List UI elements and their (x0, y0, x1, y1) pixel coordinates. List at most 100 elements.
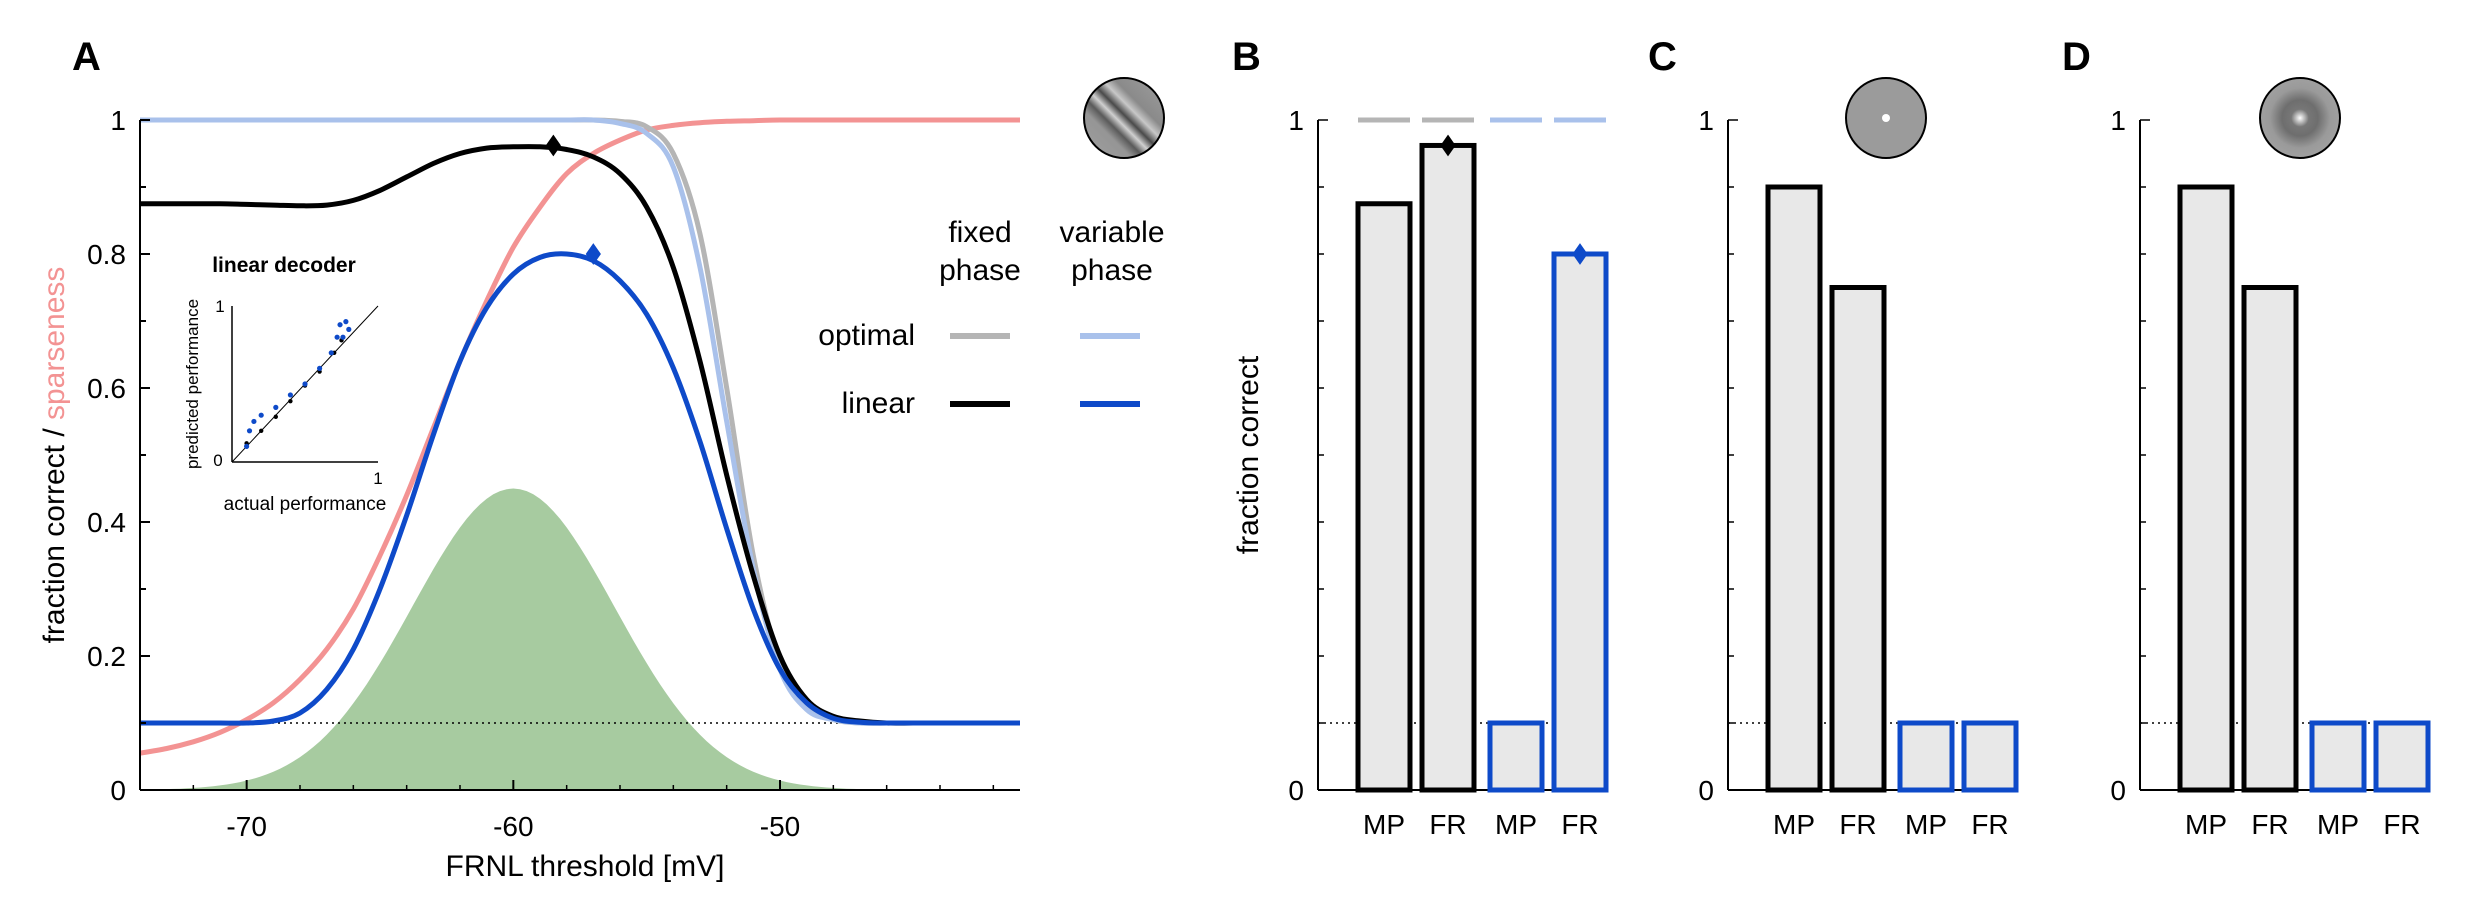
x-tick-label: -70 (226, 811, 266, 842)
spot-stimulus-icon (1845, 77, 1927, 159)
bar-category-label: FR (1561, 809, 1598, 840)
panel-d: D 0 1 MP FR MP FR (2062, 35, 2431, 840)
y-tick-label: 1 (1288, 105, 1304, 136)
inset-tick-x1: 1 (373, 469, 382, 488)
series-line-sparseness (139, 117, 1020, 756)
y-tick-label: 1 (1698, 105, 1714, 136)
bar-fr-variable (1961, 720, 2019, 793)
panel-a-y-label: fraction correct / sparseness (38, 267, 71, 644)
y-tick-label: 1 (2110, 105, 2126, 136)
inset-point-variable (340, 334, 346, 340)
bar-category-label: MP (2185, 809, 2227, 840)
bar-mp-variable (1897, 720, 1955, 793)
inset-point-variable (273, 404, 279, 410)
y-tick-label: 0.4 (87, 507, 126, 538)
x-tick-label: -60 (493, 811, 533, 842)
inset-point-fixed (288, 398, 293, 404)
distribution-area (140, 488, 1020, 790)
y-tick-label: 0 (1698, 775, 1714, 806)
panel-b-y-label: fraction correct (1232, 355, 1265, 554)
inset-point-variable (346, 326, 352, 332)
bar-fr-variable (2373, 720, 2431, 793)
bar-category-label: FR (2383, 809, 2420, 840)
inset-point-variable (337, 322, 343, 328)
bar-mp-variable (1487, 720, 1545, 793)
inset-x-label: actual performance (224, 494, 387, 515)
peak-marker (1440, 134, 1456, 157)
bar-mp-variable (2309, 720, 2367, 793)
legend-col-fixed-line2: phase (939, 254, 1021, 287)
bar-fr-variable (1551, 251, 1609, 793)
panel-letter-a: A (72, 35, 101, 79)
bar-mp-fixed (1765, 184, 1823, 793)
panel-a-plot-area (139, 117, 1020, 790)
y-tick-label: 0.6 (87, 373, 126, 404)
panel-b-plot-area: 0 1 MP FR MP FR (1288, 105, 1609, 840)
peak-marker-linear-fixed (545, 134, 561, 157)
inset-point-fixed (273, 414, 278, 419)
bar-category-label: MP (1773, 809, 1815, 840)
panel-c: C 0 1 MP FR MP FR (1648, 35, 2019, 840)
y-tick-label: 0.8 (87, 239, 126, 270)
bar-fr-fixed (1419, 142, 1477, 793)
series-line-linear-variable (140, 251, 1020, 726)
inset-point-variable (246, 428, 253, 434)
gabor-stimulus-icon (1083, 77, 1165, 159)
panel-letter-d: D (2062, 35, 2091, 79)
inset-tick-0: 0 (213, 451, 222, 470)
y-tick-label: 0.2 (87, 641, 126, 672)
inset-point-variable (287, 392, 293, 398)
panel-a-x-label: FRNL threshold [mV] (446, 850, 725, 883)
panel-c-plot-area: 0 1 MP FR MP FR (1698, 105, 2019, 840)
bar-category-label: MP (1363, 809, 1405, 840)
inset-point-variable (302, 381, 308, 387)
legend: fixed phase variable phase optimal linea… (818, 216, 1164, 420)
panel-letter-c: C (1648, 35, 1677, 79)
bar-category-label: FR (2251, 809, 2288, 840)
inset-linear-decoder: linear decoder 0 1 1 actual performance … (183, 254, 386, 515)
inset-point-variable (317, 365, 323, 371)
y-tick-label: 0 (1288, 775, 1304, 806)
bar-fr-fixed (1829, 285, 1887, 793)
legend-col-variable-line2: phase (1071, 254, 1153, 287)
inset-point-variable (343, 319, 349, 325)
bar-category-label: FR (1839, 809, 1876, 840)
panel-a-y-label-fraction: fraction correct / (38, 420, 71, 643)
panel-a-y-label-sparseness: sparseness (38, 267, 71, 420)
panel-letter-b: B (1232, 35, 1261, 79)
y-tick-label: 0 (110, 775, 126, 806)
x-tick-label: -50 (760, 811, 800, 842)
bar-category-label: FR (1971, 809, 2008, 840)
y-tick-label: 1 (110, 105, 126, 136)
peak-marker (1572, 243, 1588, 265)
inset-point-fixed (259, 428, 264, 433)
legend-row-linear: linear (842, 387, 915, 420)
bar-category-label: MP (1495, 809, 1537, 840)
peak-marker-linear-variable (585, 243, 601, 265)
panel-d-plot-area: 0 1 MP FR MP FR (2110, 105, 2431, 840)
inset-title: linear decoder (212, 254, 356, 277)
bar-mp-fixed (1355, 201, 1413, 793)
bar-fr-fixed (2241, 285, 2299, 793)
bar-category-label: MP (2317, 809, 2359, 840)
panel-a: A 0 0.2 0.4 0.6 0.8 1 -70 -60 -50 FRNL threshol… (38, 35, 1165, 883)
inset-y-label: predicted performance (183, 299, 202, 469)
inset-point-variable (251, 418, 257, 425)
y-tick-label: 0 (2110, 775, 2126, 806)
legend-row-optimal: optimal (818, 319, 915, 352)
inset-point-variable (258, 412, 264, 418)
dog-stimulus-icon (2259, 77, 2341, 159)
legend-col-fixed-line1: fixed (948, 216, 1011, 249)
panel-a-x-ticks: -70 -60 -50 (192, 780, 995, 842)
inset-points (244, 319, 352, 449)
inset-point-variable (334, 334, 340, 340)
inset-tick-y1: 1 (215, 297, 224, 316)
panel-a-y-ticks: 0 0.2 0.4 0.6 0.8 1 (87, 105, 150, 806)
bar-category-label: MP (1905, 809, 1947, 840)
panel-b: B fraction correct 0 1 MP FR MP FR (1232, 35, 1609, 840)
inset-point-variable (244, 443, 250, 449)
legend-col-variable-line1: variable (1059, 216, 1164, 249)
bar-category-label: FR (1429, 809, 1466, 840)
inset-point-variable (328, 350, 334, 356)
